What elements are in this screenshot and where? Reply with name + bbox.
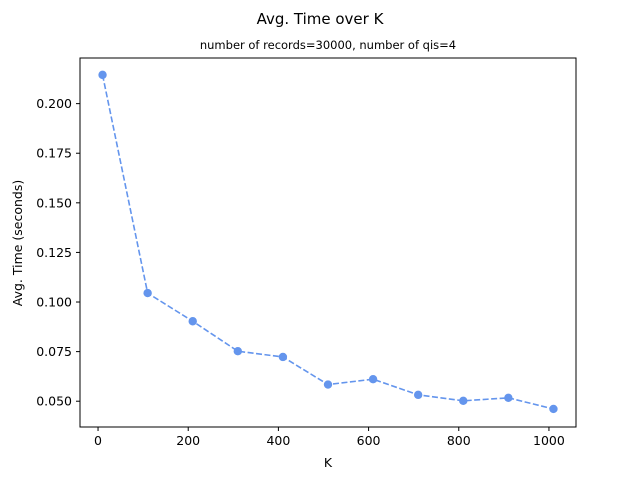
data-point [413, 390, 423, 400]
x-tick-label: 600 [357, 433, 381, 448]
plot-area [79, 57, 577, 428]
data-point [233, 347, 243, 356]
y-tick-label: 0.050 [36, 394, 72, 409]
data-point [459, 396, 468, 406]
x-axis: 0 200 400 600 800 1000 [94, 427, 565, 448]
y-tick-label: 0.150 [36, 195, 72, 210]
data-point [188, 317, 197, 326]
y-tick-label: 0.125 [36, 245, 72, 260]
x-tick-label: 0 [94, 433, 102, 448]
chart-title: Avg. Time over K [257, 10, 385, 28]
data-point [504, 393, 513, 403]
y-tick-label: 0.075 [36, 344, 72, 359]
x-tick-label: 1000 [533, 433, 565, 448]
data-point [323, 380, 333, 389]
data-point [98, 70, 107, 80]
x-tick-label: 800 [447, 433, 471, 448]
x-tick-label: 200 [176, 433, 200, 448]
y-tick-label: 0.100 [36, 295, 72, 310]
data-point [143, 288, 152, 298]
x-tick-label: 400 [266, 433, 290, 448]
series-layer [98, 70, 558, 414]
y-tick-label: 0.175 [36, 146, 72, 161]
data-point [278, 352, 288, 362]
x-axis-label: K [324, 455, 333, 470]
y-axis: 0.050 0.075 0.100 0.125 0.150 0.175 0.200 [36, 96, 80, 409]
y-axis-label: Avg. Time (seconds) [10, 180, 25, 307]
y-tick-label: 0.200 [36, 96, 72, 111]
chart-subtitle: number of records=30000, number of qis=4 [200, 38, 456, 52]
data-point [549, 404, 558, 414]
data-point [368, 374, 378, 384]
